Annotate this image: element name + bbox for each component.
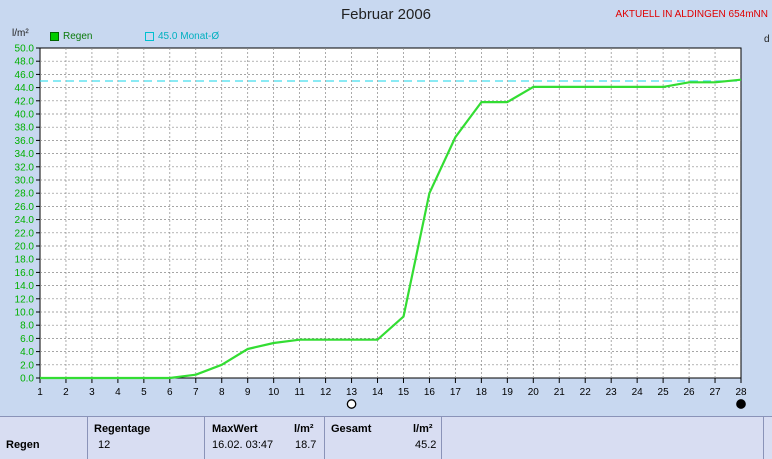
y-tick-label: 4.0 (20, 347, 34, 358)
legend-regen-label: Regen (63, 31, 93, 42)
x-tick-label: 28 (735, 387, 747, 398)
x-tick-label: 6 (167, 387, 173, 398)
x-tick-label: 7 (193, 387, 199, 398)
x-tick-label: 10 (268, 387, 280, 398)
maxwert-unit: l/m² (294, 423, 314, 435)
x-tick-label: 18 (476, 387, 488, 398)
y-tick-label: 2.0 (20, 360, 34, 371)
x-tick-label: 13 (346, 387, 358, 398)
legend-monthly-average-label: 45.0 Monat-Ø (158, 31, 220, 42)
y-tick-label: 30.0 (15, 176, 35, 187)
stats-row-label: Regen (6, 439, 40, 451)
legend-monthly-average-swatch (145, 32, 154, 41)
y-tick-label: 12.0 (15, 294, 35, 305)
station-label: AKTUELL IN ALDINGEN 654mNN (615, 9, 768, 20)
x-tick-label: 24 (632, 387, 644, 398)
y-tick-label: 44.0 (15, 83, 35, 94)
legend-monthly-average: 45.0 Monat-Ø (145, 31, 219, 42)
x-tick-label: 20 (528, 387, 540, 398)
full-moon-icon (346, 399, 357, 409)
x-tick-label: 4 (115, 387, 121, 398)
y-tick-label: 24.0 (15, 215, 35, 226)
y-tick-label: 28.0 (15, 189, 35, 200)
x-tick-label: 22 (580, 387, 592, 398)
legend-regen-swatch (50, 32, 59, 41)
y-tick-label: 20.0 (15, 242, 35, 253)
x-tick-label: 17 (450, 387, 462, 398)
y-tick-label: 36.0 (15, 136, 35, 147)
x-tick-label: 23 (606, 387, 618, 398)
y-tick-label: 0.0 (20, 374, 34, 385)
stats-gesamt-cell: Gesamt l/m² 45.2 (325, 417, 442, 459)
new-moon-icon (736, 399, 746, 409)
x-tick-label: 27 (709, 387, 721, 398)
regentage-header: Regentage (94, 423, 151, 435)
y-tick-label: 8.0 (20, 321, 34, 332)
stats-bar: Regen Regentage 12 MaxWert l/m² 16.02. 0… (0, 416, 772, 459)
y-tick-label: 18.0 (15, 255, 35, 266)
gesamt-value: 45.2 (415, 439, 437, 451)
y-tick-label: 22.0 (15, 228, 35, 239)
y-tick-label: 32.0 (15, 162, 35, 173)
y-tick-label: 26.0 (15, 202, 35, 213)
y-tick-label: 6.0 (20, 334, 34, 345)
x-tick-label: 26 (684, 387, 696, 398)
x-tick-label: 8 (219, 387, 225, 398)
y-tick-label: 38.0 (15, 123, 35, 134)
regentage-value: 12 (98, 439, 111, 451)
x-tick-label: 25 (658, 387, 670, 398)
x-tick-label: 5 (141, 387, 147, 398)
y-tick-label: 50.0 (15, 44, 35, 55)
x-tick-label: 16 (424, 387, 436, 398)
stats-row-label-cell: Regen (0, 417, 88, 459)
y-tick-label: 16.0 (15, 268, 35, 279)
right-axis-label: d (764, 34, 770, 45)
y-tick-label: 14.0 (15, 281, 35, 292)
chart-title: Februar 2006 (340, 6, 432, 23)
stats-regentage-cell: Regentage 12 (88, 417, 205, 459)
x-tick-label: 2 (63, 387, 69, 398)
x-tick-label: 1 (37, 387, 43, 398)
x-tick-label: 12 (320, 387, 332, 398)
x-tick-label: 11 (294, 387, 305, 398)
maxwert-header: MaxWert (212, 423, 258, 435)
x-tick-label: 19 (502, 387, 514, 398)
gesamt-header: Gesamt (331, 423, 372, 435)
y-tick-label: 48.0 (15, 57, 35, 68)
y-axis-unit: l/m² (12, 28, 29, 39)
series-line-regen (40, 78, 742, 380)
maxwert-date: 16.02. 03:47 (212, 439, 274, 451)
x-tick-label: 21 (554, 387, 566, 398)
maxwert-value: 18.7 (295, 439, 317, 451)
x-tick-label: 9 (245, 387, 251, 398)
x-tick-label: 3 (89, 387, 95, 398)
y-tick-label: 46.0 (15, 70, 35, 81)
x-tick-label: 14 (372, 387, 384, 398)
stats-maxwert-cell: MaxWert l/m² 16.02. 03:47 18.7 (205, 417, 325, 459)
rain-chart: l/m² d 0.02.04.06.08.010.012.014.016.018… (12, 28, 770, 409)
gesamt-unit: l/m² (413, 423, 433, 435)
y-tick-label: 42.0 (15, 96, 35, 107)
x-tick-label: 15 (398, 387, 410, 398)
plot-area (39, 47, 742, 379)
y-tick-label: 34.0 (15, 149, 35, 160)
legend-regen: Regen (50, 31, 92, 42)
y-tick-label: 40.0 (15, 110, 35, 121)
stats-empty-cell (442, 417, 764, 459)
y-tick-label: 10.0 (15, 308, 35, 319)
